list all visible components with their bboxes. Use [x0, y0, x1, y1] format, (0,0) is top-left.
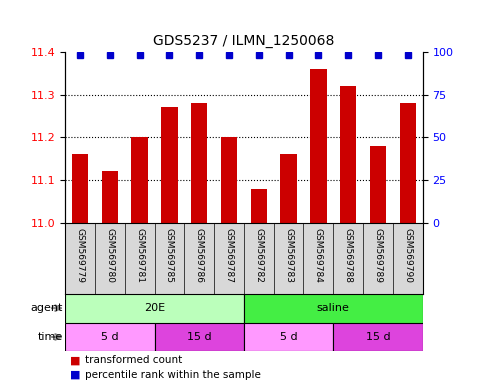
Bar: [340, 86, 356, 223]
Bar: [251, 189, 267, 223]
Text: 15 d: 15 d: [187, 332, 212, 342]
Bar: [333, 323, 423, 351]
Text: GDS5237 / ILMN_1250068: GDS5237 / ILMN_1250068: [153, 34, 335, 48]
Bar: [155, 323, 244, 351]
Text: GSM569785: GSM569785: [165, 228, 174, 283]
Text: GSM569783: GSM569783: [284, 228, 293, 283]
Bar: [65, 323, 155, 351]
Text: GSM569789: GSM569789: [373, 228, 383, 283]
Text: ■: ■: [70, 356, 81, 366]
Text: agent: agent: [30, 303, 63, 313]
Text: 15 d: 15 d: [366, 332, 390, 342]
Bar: [72, 154, 88, 223]
Text: saline: saline: [317, 303, 350, 313]
Text: 5 d: 5 d: [101, 332, 119, 342]
Text: GSM569786: GSM569786: [195, 228, 204, 283]
Bar: [161, 108, 178, 223]
Text: GSM569779: GSM569779: [76, 228, 85, 283]
Bar: [399, 103, 416, 223]
Text: GSM569784: GSM569784: [314, 228, 323, 283]
Bar: [310, 69, 327, 223]
Text: GSM569787: GSM569787: [225, 228, 233, 283]
Text: 5 d: 5 d: [280, 332, 298, 342]
Text: percentile rank within the sample: percentile rank within the sample: [85, 370, 260, 380]
Text: GSM569790: GSM569790: [403, 228, 412, 283]
Text: GSM569788: GSM569788: [344, 228, 353, 283]
Bar: [370, 146, 386, 223]
Text: transformed count: transformed count: [85, 356, 182, 366]
Bar: [244, 294, 423, 323]
Text: 20E: 20E: [144, 303, 165, 313]
Bar: [281, 154, 297, 223]
Text: time: time: [38, 332, 63, 342]
Bar: [102, 172, 118, 223]
Text: ■: ■: [70, 370, 81, 380]
Text: GSM569781: GSM569781: [135, 228, 144, 283]
Bar: [221, 137, 237, 223]
Bar: [65, 294, 244, 323]
Bar: [131, 137, 148, 223]
Bar: [191, 103, 207, 223]
Text: GSM569782: GSM569782: [255, 228, 263, 283]
Text: GSM569780: GSM569780: [105, 228, 114, 283]
Bar: [244, 323, 333, 351]
